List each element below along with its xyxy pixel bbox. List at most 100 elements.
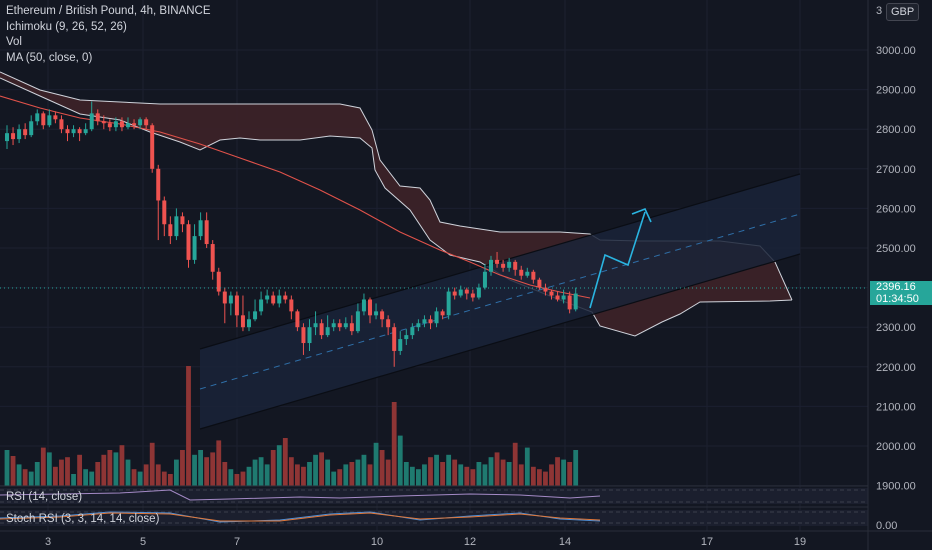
- price-axis-label: 3000.00: [876, 45, 916, 57]
- price-axis-label: 2200.00: [876, 362, 916, 374]
- volume-bar: [16, 464, 22, 486]
- volume-bar: [59, 459, 64, 486]
- current-price-tag: 2396.16 01:34:50: [870, 281, 932, 305]
- price-axis-label: 2600.00: [876, 203, 916, 215]
- volume-bar: [337, 469, 343, 486]
- volume-bar: [518, 464, 524, 486]
- volume-bar: [295, 464, 300, 486]
- volume-bar: [161, 471, 167, 486]
- candle: [222, 287, 227, 324]
- candle: [23, 123, 28, 140]
- projection-arrow-path: [589, 211, 646, 309]
- candle: [489, 255, 493, 276]
- volume-bar: [367, 464, 373, 486]
- candle: [47, 109, 52, 128]
- volume-bar: [210, 452, 216, 486]
- candle: [216, 267, 221, 296]
- stoch-rsi-label[interactable]: Stoch RSI (3, 3, 14, 14, close): [6, 513, 160, 525]
- candle: [368, 297, 372, 324]
- candle: [138, 117, 143, 130]
- volume-bar: [555, 457, 560, 486]
- stoch-k-line: [0, 511, 601, 523]
- stoch-d-line: [0, 512, 601, 522]
- volume-bar: [470, 469, 476, 486]
- candle: [77, 127, 82, 142]
- volume-bar: [458, 464, 464, 486]
- volume-bar: [482, 464, 488, 486]
- volume-bar: [494, 452, 500, 486]
- symbol-title[interactable]: Ethereum / British Pound, 4h, BINANCE: [6, 5, 211, 17]
- candle: [228, 291, 233, 316]
- volume-bar: [506, 462, 512, 486]
- volume-bar: [119, 445, 125, 486]
- volume-bar: [349, 462, 355, 486]
- volume-bar: [270, 450, 276, 486]
- candle: [150, 123, 155, 173]
- currency-button[interactable]: GBP: [886, 3, 920, 21]
- price-axis-label: 1900.00: [876, 481, 916, 493]
- candle: [174, 208, 179, 241]
- ichimoku-legend-label[interactable]: Ichimoku (9, 26, 52, 26): [6, 20, 127, 33]
- volume-bar: [397, 435, 403, 486]
- rsi-label[interactable]: RSI (14, close): [6, 491, 83, 503]
- candle: [331, 319, 336, 332]
- candle: [531, 269, 536, 284]
- candle: [513, 259, 518, 276]
- time-axis-label: 14: [559, 536, 571, 548]
- volume-bar: [40, 447, 46, 486]
- volume-bar: [361, 454, 367, 486]
- price-axis-label: 2800.00: [876, 124, 916, 136]
- volume-bar: [488, 457, 494, 486]
- price-axis-top-partial-label: 3: [876, 5, 882, 17]
- time-axis-label: 10: [371, 536, 383, 548]
- moving-average-line: [0, 95, 591, 299]
- candle: [277, 289, 282, 308]
- candle: [398, 331, 403, 355]
- candle: [343, 317, 348, 330]
- candle: [271, 291, 276, 306]
- candle: [198, 212, 203, 241]
- candle: [519, 265, 524, 280]
- volume-bar: [524, 447, 530, 486]
- volume-bar: [186, 366, 191, 486]
- candle: [259, 291, 264, 316]
- volume-bar: [143, 464, 149, 486]
- candle: [410, 323, 415, 340]
- volume-bar: [95, 462, 101, 486]
- candle: [35, 109, 40, 126]
- volume-bar: [113, 452, 119, 486]
- volume-bar: [561, 459, 566, 486]
- volume-bar: [240, 471, 246, 486]
- candle: [549, 289, 554, 300]
- volume-bar: [385, 459, 391, 486]
- price-axis-label: 2900.00: [876, 85, 916, 97]
- volume-bar: [325, 459, 331, 486]
- volume-bar: [355, 459, 361, 486]
- volume-bar: [22, 469, 28, 486]
- candlesticks: [5, 101, 578, 367]
- volume-bar: [543, 471, 548, 486]
- candle: [464, 287, 469, 300]
- volume-bar: [65, 457, 70, 486]
- volume-bar: [53, 466, 58, 486]
- candle: [132, 119, 137, 130]
- volume-bar: [288, 457, 294, 486]
- candle: [525, 267, 530, 278]
- candle: [192, 224, 197, 264]
- candle: [537, 277, 542, 290]
- candle: [71, 125, 76, 138]
- stoch-axis-value: 0.00: [876, 520, 897, 532]
- volume-bar: [464, 466, 470, 486]
- time-axis[interactable]: 3 5 7 10 12 14 17 19: [45, 536, 806, 548]
- volume-bar: [228, 469, 234, 486]
- projection-arrowhead: [631, 207, 652, 223]
- volume-bar: [198, 450, 203, 486]
- volume-bar: [83, 469, 89, 486]
- ma-legend-label[interactable]: MA (50, close, 0): [6, 51, 93, 64]
- volume-legend-label[interactable]: Vol: [6, 36, 22, 48]
- time-axis-label: 5: [140, 536, 146, 548]
- price-axis-label: 2300.00: [876, 322, 916, 334]
- price-axis[interactable]: 3000.00 2900.00 2800.00 2700.00 2600.00 2500.…: [876, 45, 916, 493]
- volume-bar: [149, 442, 155, 486]
